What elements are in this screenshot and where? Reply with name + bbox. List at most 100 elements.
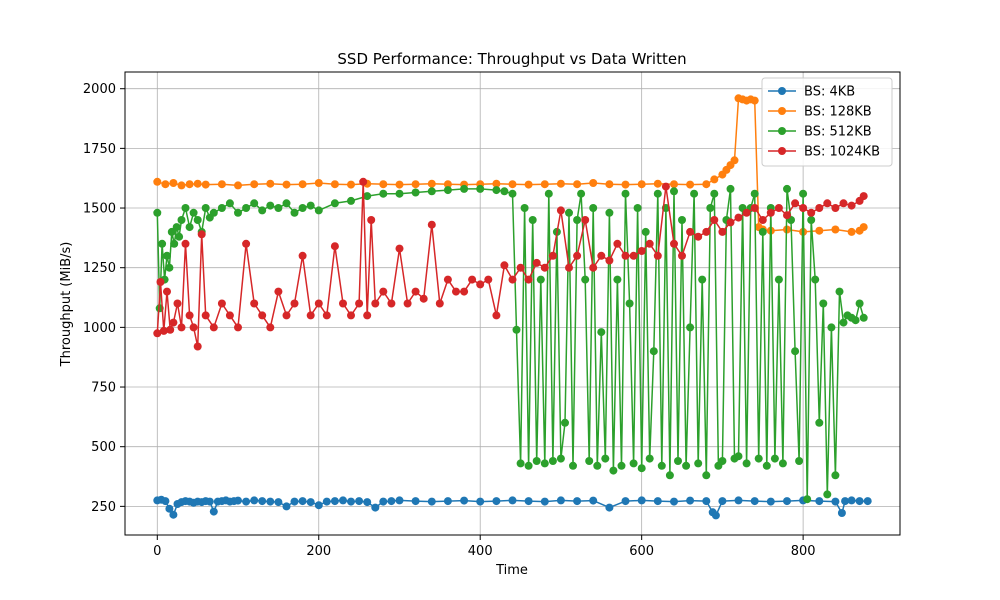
data-point bbox=[290, 497, 299, 506]
data-point bbox=[177, 181, 186, 190]
data-point bbox=[492, 311, 501, 320]
data-point bbox=[387, 299, 396, 308]
data-point bbox=[815, 204, 824, 212]
data-point bbox=[443, 497, 452, 506]
data-point bbox=[665, 471, 674, 480]
data-point bbox=[508, 496, 517, 505]
data-point bbox=[242, 204, 251, 212]
data-point bbox=[347, 311, 355, 320]
data-point bbox=[661, 182, 670, 191]
data-point bbox=[791, 347, 800, 356]
data-point bbox=[282, 180, 291, 189]
data-point bbox=[363, 498, 372, 507]
data-point bbox=[706, 204, 715, 212]
data-point bbox=[250, 180, 259, 189]
data-point bbox=[209, 323, 218, 332]
data-point bbox=[670, 180, 678, 189]
data-point bbox=[347, 196, 355, 205]
data-point bbox=[234, 323, 242, 332]
data-point bbox=[565, 263, 573, 272]
legend-label: BS: 512KB bbox=[804, 125, 872, 140]
legend-entry: BS: 4KB bbox=[768, 85, 855, 100]
data-point bbox=[379, 180, 388, 189]
data-point bbox=[395, 244, 404, 253]
x-tick-label: 200 bbox=[306, 544, 331, 559]
data-point bbox=[173, 299, 182, 308]
series-0 bbox=[153, 495, 872, 520]
data-point bbox=[189, 208, 198, 217]
data-point bbox=[710, 189, 719, 198]
data-point bbox=[367, 216, 376, 224]
data-point bbox=[589, 263, 598, 272]
legend-marker bbox=[778, 107, 786, 115]
data-point bbox=[411, 188, 420, 197]
data-point bbox=[258, 311, 267, 320]
data-point bbox=[185, 311, 194, 320]
data-point bbox=[556, 454, 565, 463]
data-point bbox=[637, 464, 646, 473]
data-point bbox=[694, 232, 703, 241]
data-point bbox=[625, 299, 634, 308]
data-point bbox=[851, 316, 860, 325]
y-tick-label: 500 bbox=[91, 440, 116, 455]
data-point bbox=[617, 461, 626, 470]
data-point bbox=[841, 497, 850, 506]
data-point bbox=[774, 275, 783, 284]
data-point bbox=[605, 256, 614, 265]
data-point bbox=[791, 199, 800, 208]
data-point bbox=[282, 502, 291, 511]
data-point bbox=[649, 347, 658, 356]
legend-marker bbox=[778, 127, 786, 135]
data-point bbox=[163, 251, 171, 260]
data-point bbox=[163, 287, 171, 296]
data-point bbox=[645, 454, 654, 463]
data-point bbox=[185, 180, 194, 189]
data-point bbox=[670, 239, 678, 248]
data-point bbox=[589, 496, 598, 505]
data-point bbox=[694, 459, 703, 468]
data-point bbox=[363, 311, 372, 320]
data-point bbox=[556, 206, 565, 215]
data-point bbox=[298, 180, 307, 189]
data-point bbox=[633, 204, 642, 212]
data-point bbox=[314, 299, 323, 308]
data-point bbox=[710, 216, 719, 224]
y-tick-label: 250 bbox=[91, 500, 116, 515]
data-point bbox=[359, 177, 368, 186]
data-point bbox=[734, 496, 743, 505]
data-point bbox=[476, 184, 485, 193]
y-tick-label: 2000 bbox=[83, 82, 116, 97]
data-point bbox=[403, 299, 412, 308]
data-point bbox=[258, 497, 267, 506]
x-tick-label: 0 bbox=[153, 544, 161, 559]
data-point bbox=[811, 275, 820, 284]
data-point bbox=[807, 208, 816, 217]
data-point bbox=[859, 313, 868, 322]
data-point bbox=[158, 239, 167, 248]
data-point bbox=[589, 179, 598, 187]
data-point bbox=[686, 180, 695, 189]
data-point bbox=[839, 199, 848, 208]
data-point bbox=[605, 208, 614, 217]
data-point bbox=[298, 204, 307, 212]
data-point bbox=[766, 208, 775, 217]
data-point bbox=[839, 318, 848, 327]
data-point bbox=[419, 294, 428, 303]
data-point bbox=[532, 457, 541, 465]
data-point bbox=[670, 187, 678, 196]
data-point bbox=[201, 204, 210, 212]
data-point bbox=[250, 199, 259, 208]
data-point bbox=[645, 239, 654, 248]
data-point bbox=[702, 471, 711, 480]
data-point bbox=[197, 230, 206, 239]
data-point bbox=[169, 318, 178, 327]
data-point bbox=[395, 496, 404, 505]
data-point bbox=[711, 511, 720, 520]
data-point bbox=[156, 278, 165, 286]
y-axis: 250 500 750 1000 1250 1500 1750 2000 bbox=[83, 82, 125, 515]
x-axis: 0 200 400 600 800 bbox=[153, 535, 816, 559]
data-point bbox=[520, 204, 529, 212]
data-point bbox=[427, 497, 436, 506]
data-point bbox=[175, 232, 184, 241]
data-point bbox=[258, 206, 267, 215]
